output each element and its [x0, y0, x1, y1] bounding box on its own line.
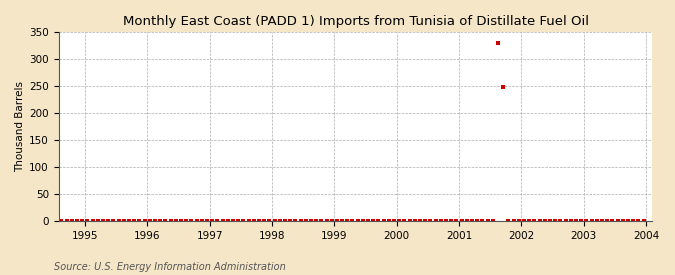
Y-axis label: Thousand Barrels: Thousand Barrels [15, 81, 25, 172]
Title: Monthly East Coast (PADD 1) Imports from Tunisia of Distillate Fuel Oil: Monthly East Coast (PADD 1) Imports from… [122, 15, 589, 28]
Text: Source: U.S. Energy Information Administration: Source: U.S. Energy Information Administ… [54, 262, 286, 272]
